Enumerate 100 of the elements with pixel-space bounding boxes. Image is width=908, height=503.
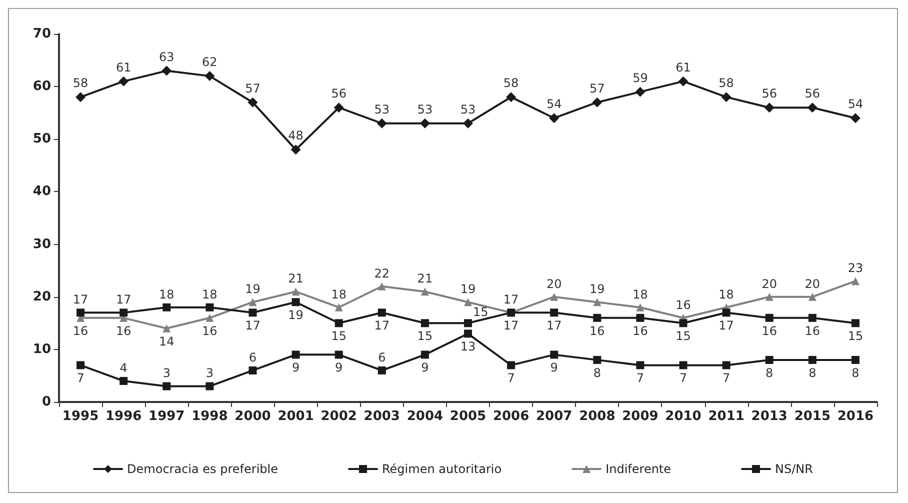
point	[550, 292, 558, 301]
point	[334, 319, 343, 328]
data-label: 8	[593, 366, 601, 380]
data-label: 53	[374, 102, 390, 116]
x-tick-label: 1996	[105, 409, 142, 424]
data-label: 13	[460, 340, 476, 354]
point	[550, 308, 558, 317]
data-label: 58	[503, 76, 519, 90]
point	[162, 303, 171, 312]
point	[162, 324, 171, 332]
data-label: 16	[72, 324, 88, 338]
point	[722, 361, 730, 370]
data-label: 17	[503, 318, 519, 333]
data-label: 8	[808, 366, 816, 380]
data-label: 6	[378, 350, 386, 364]
legend-label: Democracia es preferible	[127, 462, 278, 476]
data-label: 6	[248, 350, 257, 364]
data-label: 15	[417, 329, 433, 344]
point	[549, 113, 560, 124]
point	[765, 314, 774, 322]
data-label: 56	[331, 86, 346, 101]
point	[721, 92, 732, 102]
data-label: 58	[72, 76, 88, 90]
point	[808, 314, 816, 322]
y-tick-label: 20	[32, 289, 51, 304]
point	[206, 382, 214, 390]
point	[378, 282, 386, 290]
data-label: 17	[374, 318, 390, 333]
legend-label: NS/NR	[775, 462, 813, 476]
data-label: 18	[718, 287, 734, 302]
point	[120, 376, 128, 385]
data-label: 18	[331, 287, 346, 302]
point	[507, 361, 516, 370]
point	[851, 319, 860, 328]
data-label: 16	[632, 324, 648, 338]
data-label: 20	[546, 276, 562, 291]
point	[248, 308, 257, 317]
point	[118, 76, 129, 86]
x-tick-label: 2005	[450, 409, 486, 424]
point	[679, 319, 688, 328]
point	[635, 86, 646, 97]
data-label: 9	[335, 360, 343, 375]
x-tick-label: 1997	[148, 409, 185, 424]
point	[636, 314, 644, 322]
data-label: 16	[590, 324, 605, 338]
point	[464, 330, 472, 338]
x-tick-label: 2002	[320, 409, 357, 424]
data-label: 63	[158, 50, 174, 64]
point	[850, 113, 860, 124]
point	[764, 102, 774, 113]
point	[334, 350, 343, 359]
x-tick-label: 2004	[406, 409, 444, 424]
x-tick-label: 2011	[708, 409, 744, 424]
point	[376, 118, 387, 128]
x-tick-label: 2008	[579, 409, 616, 424]
data-label: 8	[766, 366, 774, 380]
y-tick-label: 70	[32, 26, 51, 42]
data-label: 23	[848, 261, 864, 276]
data-label: 57	[245, 81, 260, 96]
y-tick-label: 10	[32, 342, 51, 357]
data-label: 18	[202, 287, 218, 302]
data-label: 17	[546, 318, 562, 333]
point	[593, 314, 602, 322]
data-label: 17	[116, 292, 132, 307]
point	[722, 308, 730, 317]
point	[378, 308, 386, 317]
data-label: 7	[507, 371, 515, 386]
y-tick-label: 60	[32, 79, 51, 94]
data-label: 17	[245, 318, 260, 333]
point	[248, 366, 257, 374]
legend-label: Régimen autoritario	[382, 462, 502, 476]
point	[679, 361, 688, 370]
point	[464, 298, 472, 306]
data-label: 15	[331, 329, 346, 344]
data-label: 17	[718, 318, 734, 333]
x-tick-label: 2001	[278, 409, 314, 424]
x-tick-label: 2016	[837, 409, 874, 424]
point	[593, 298, 602, 306]
data-label: 9	[550, 360, 558, 375]
data-label: 20	[804, 276, 820, 291]
data-label: 48	[288, 128, 304, 143]
data-label: 16	[676, 298, 691, 312]
data-label: 7	[722, 371, 730, 386]
point	[678, 76, 688, 86]
point	[463, 118, 473, 128]
point	[292, 350, 300, 359]
point	[162, 66, 172, 76]
y-tick-label: 40	[32, 184, 51, 200]
data-label: 53	[460, 102, 476, 116]
point	[808, 356, 816, 364]
data-label: 19	[590, 282, 605, 296]
x-tick-label: 2009	[622, 409, 658, 424]
data-label: 19	[460, 282, 476, 296]
point	[420, 288, 429, 296]
data-label: 56	[804, 86, 820, 101]
point	[162, 382, 171, 390]
point	[851, 356, 860, 364]
data-label: 3	[206, 366, 214, 380]
point	[636, 303, 644, 312]
data-label: 57	[590, 81, 605, 96]
